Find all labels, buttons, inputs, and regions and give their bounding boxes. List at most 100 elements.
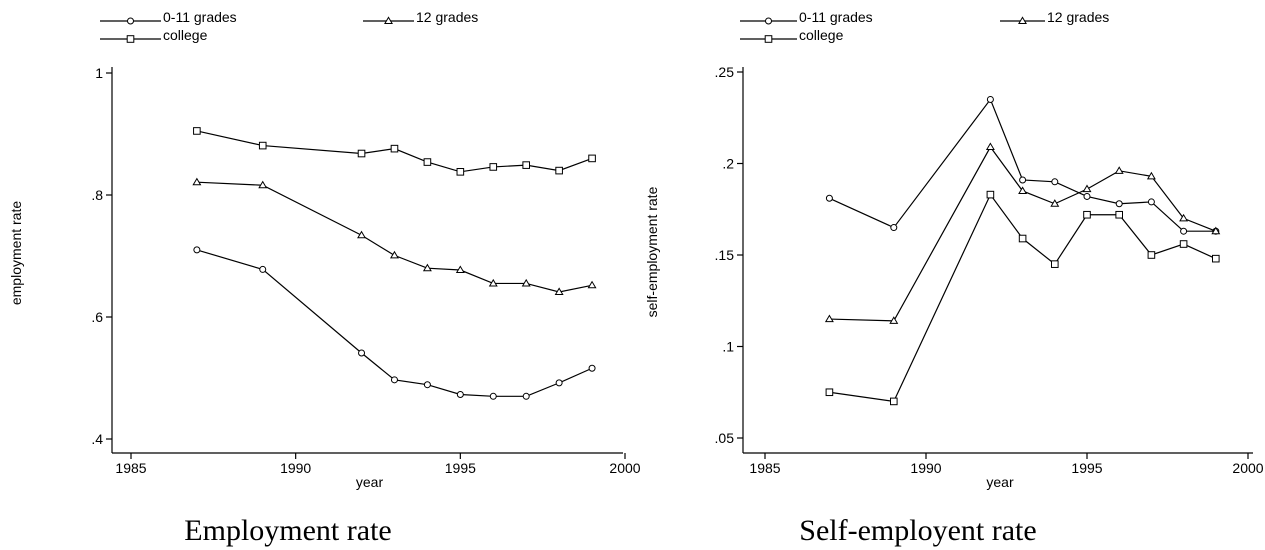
data-point: [1115, 200, 1123, 208]
legend-marker: [384, 16, 393, 25]
y-tick-label: .1: [722, 339, 734, 355]
data-point: [1018, 186, 1028, 194]
x-axis-title: year: [356, 474, 384, 490]
y-axis-title: self-employment rate: [644, 186, 660, 317]
data-point: [489, 392, 497, 400]
y-tick-label: .4: [91, 431, 103, 447]
data-point: [824, 314, 834, 323]
y-tick-label: .6: [91, 309, 103, 325]
series-line-college: [829, 193, 1217, 403]
x-tick-label: 1995: [445, 460, 476, 476]
data-point: [357, 149, 366, 158]
data-point: [423, 381, 431, 389]
y-tick-label: 1: [95, 65, 103, 81]
legend-label: 12 grades: [1047, 9, 1109, 25]
data-point: [259, 265, 267, 273]
data-point: [258, 180, 268, 189]
data-point: [193, 127, 201, 135]
data-point: [258, 141, 267, 150]
data-point: [1211, 226, 1221, 235]
data-point: [422, 263, 432, 272]
data-point: [1212, 254, 1220, 263]
data-point: [522, 161, 531, 169]
data-point: [1146, 171, 1156, 180]
data-point: [489, 163, 498, 171]
data-point: [390, 376, 398, 384]
data-point: [554, 287, 564, 296]
series-line-0-11-grades: [829, 98, 1216, 232]
legend-marker: [764, 35, 773, 43]
data-point: [986, 190, 995, 199]
chart-caption: Self-employent rate: [799, 514, 1036, 547]
x-tick-label: 1990: [910, 460, 941, 476]
data-point: [423, 158, 432, 166]
data-point: [522, 392, 530, 400]
series-line-12-grades: [196, 181, 593, 293]
data-point: [1115, 210, 1124, 219]
data-point: [825, 194, 833, 202]
data-point: [1018, 234, 1027, 243]
y-tick-label: .05: [715, 430, 735, 446]
data-point: [587, 280, 597, 289]
data-point: [456, 168, 465, 176]
x-axis-title: year: [986, 474, 1014, 490]
legend-marker: [127, 17, 134, 25]
data-point: [193, 246, 201, 254]
legend-label: 12 grades: [416, 9, 478, 25]
data-point: [986, 95, 994, 103]
series-line-0-11-grades: [196, 249, 593, 397]
data-point: [1050, 199, 1060, 207]
data-point: [456, 390, 464, 398]
data-point: [1019, 176, 1027, 184]
x-tick-label: 1995: [1071, 460, 1102, 476]
data-point: [555, 166, 563, 175]
x-tick-label: 1985: [115, 460, 146, 476]
data-point: [488, 278, 498, 287]
data-point: [455, 265, 465, 274]
legend: 0-11 grades 12 grades college: [740, 9, 1109, 43]
chart-panel-1: .4 .6 .8 1 1985 1990 1995 2000 year employment ra…: [8, 9, 641, 547]
data-point: [1179, 213, 1189, 222]
y-tick-label: .2: [722, 156, 734, 172]
chart-caption: Employment rate: [184, 514, 391, 547]
data-point: [1147, 198, 1155, 206]
chart-panel-2: .05 .1 .15 .2 .25 1985 1990 1995 2000 year self-em…: [644, 9, 1264, 547]
x-tick-label: 1985: [749, 460, 780, 476]
x-tick-label: 2000: [609, 460, 640, 476]
data-point: [825, 388, 834, 397]
legend-label: 0-11 grades: [799, 9, 873, 25]
data-point: [1114, 166, 1124, 174]
data-point: [521, 278, 531, 287]
data-point: [890, 224, 898, 232]
y-tick-label: .15: [715, 247, 735, 263]
series-line-college: [196, 130, 593, 173]
data-point: [588, 154, 596, 163]
data-point: [1083, 210, 1091, 219]
legend-marker: [765, 17, 772, 25]
data-point: [390, 144, 399, 153]
legend: 0-11 grades 12 grades college: [100, 9, 478, 43]
data-point: [1083, 192, 1091, 200]
data-point: [890, 397, 898, 406]
data-point: [1082, 184, 1092, 193]
data-point: [889, 316, 899, 324]
y-axis-title: employment rate: [8, 201, 24, 305]
data-point: [588, 364, 596, 372]
data-point: [985, 142, 995, 151]
data-point: [1051, 178, 1059, 186]
legend-label: college: [799, 27, 844, 43]
data-point: [357, 230, 367, 239]
legend-label: college: [163, 27, 208, 43]
data-point: [192, 177, 202, 186]
data-point: [1179, 240, 1188, 248]
y-tick-label: .8: [91, 187, 103, 203]
data-point: [1147, 251, 1156, 259]
x-tick-label: 2000: [1232, 460, 1263, 476]
data-point: [555, 379, 563, 387]
y-tick-label: .25: [715, 64, 735, 80]
data-point: [1051, 260, 1059, 268]
series-line-12-grades: [829, 145, 1217, 322]
data-point: [1180, 227, 1188, 235]
data-point: [358, 349, 366, 357]
